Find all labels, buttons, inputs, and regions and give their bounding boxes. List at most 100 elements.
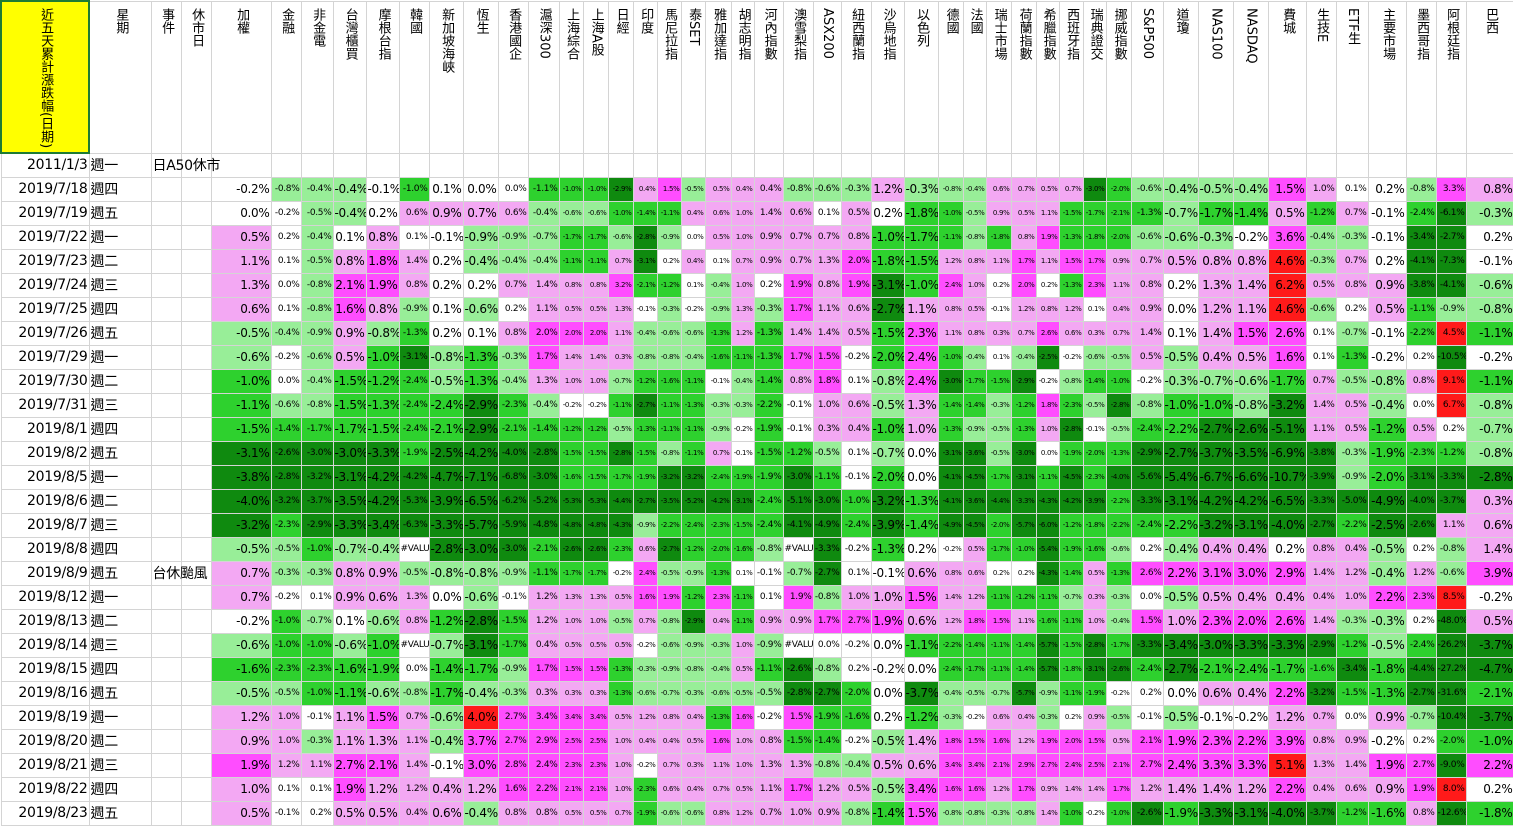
weekday-cell[interactable]: 週五 [88,320,152,346]
value-cell[interactable]: 0.2% [270,224,302,250]
weekday-cell[interactable]: 週四 [88,416,152,442]
value-cell[interactable]: 1.6% [1267,344,1307,370]
value-cell[interactable]: -1.3% [365,392,400,418]
value-cell[interactable]: -0.4% [497,248,529,274]
value-cell[interactable]: -2.0% [870,464,905,490]
value-cell[interactable]: -0.2% [870,656,905,682]
weekday-cell[interactable]: 週三 [88,752,152,778]
value-cell[interactable]: -0.4% [1105,608,1132,634]
value-cell[interactable]: -0.4% [497,368,529,394]
value-cell[interactable]: -2.8% [428,536,464,562]
value-cell[interactable]: 0.5% [607,632,634,658]
value-cell[interactable]: -1.0% [870,416,905,442]
column-header[interactable]: 德國 [937,0,964,154]
value-cell[interactable]: 0.5% [1232,344,1269,370]
value-cell[interactable]: -2.4% [753,488,784,514]
value-cell[interactable]: 0.2% [428,248,464,274]
value-cell[interactable]: -1.3% [1058,272,1084,298]
value-cell[interactable]: -0.3% [985,800,1012,826]
value-cell[interactable]: -0.1% [1082,416,1107,442]
value-cell[interactable]: 1.8% [937,728,964,754]
event-cell[interactable] [180,224,212,250]
value-cell[interactable]: -0.4% [840,752,872,778]
event-cell[interactable] [150,440,182,466]
value-cell[interactable]: 0.2% [1058,704,1084,730]
value-cell[interactable]: -0.3% [656,296,682,322]
value-cell[interactable]: 1.0% [582,608,609,634]
value-cell[interactable] [1010,152,1037,178]
value-cell[interactable]: -4.2% [462,440,499,466]
value-cell[interactable]: -1.7% [582,560,609,586]
value-cell[interactable]: -1.2% [582,416,609,442]
value-cell[interactable]: -3.1% [1405,464,1437,490]
value-cell[interactable]: -0.7% [1465,416,1513,442]
event-cell[interactable] [150,632,182,658]
value-cell[interactable]: 0.1% [1305,320,1337,346]
value-cell[interactable]: 0.7% [210,584,272,610]
value-cell[interactable]: -1.9% [730,464,755,490]
value-cell[interactable]: -4.1% [1435,272,1467,298]
value-cell[interactable]: -0.4% [1162,536,1199,562]
value-cell[interactable]: 1.1% [1035,200,1060,226]
column-header[interactable]: 瑞士市場 [985,0,1012,154]
value-cell[interactable]: 0.2% [985,560,1012,586]
value-cell[interactable]: -1.5% [365,416,400,442]
value-cell[interactable]: -0.6% [1162,224,1199,250]
value-cell[interactable]: 2.5% [582,728,609,754]
value-cell[interactable]: 0.0% [1335,704,1369,730]
value-cell[interactable]: 1.1% [903,296,939,322]
value-cell[interactable]: -1.3% [870,536,905,562]
value-cell[interactable]: -4.2% [365,464,400,490]
value-cell[interactable]: -3.0% [497,536,529,562]
value-cell[interactable]: -1.1% [730,608,755,634]
value-cell[interactable]: 1.4% [1035,800,1060,826]
value-cell[interactable]: 0.7% [497,272,529,298]
value-cell[interactable]: -4.7% [428,464,464,490]
value-cell[interactable] [656,152,682,178]
value-cell[interactable]: -3.7% [1465,704,1513,730]
value-cell[interactable] [1130,152,1164,178]
value-cell[interactable]: -3.3% [1010,488,1037,514]
value-cell[interactable]: 1.0% [1305,176,1337,202]
value-cell[interactable]: -1.5% [903,248,939,274]
value-cell[interactable] [704,152,732,178]
value-cell[interactable]: -1.0% [365,632,400,658]
value-cell[interactable]: 1.3% [558,584,584,610]
value-cell[interactable]: -2.2% [1405,320,1437,346]
weekday-cell[interactable]: 週五 [88,200,152,226]
value-cell[interactable] [840,152,872,178]
column-header[interactable]: 近五天累計漲跌幅(日期) [0,0,90,155]
value-cell[interactable]: 2.0% [840,248,872,274]
value-cell[interactable]: -1.2% [428,608,464,634]
value-cell[interactable]: -1.9% [753,416,784,442]
value-cell[interactable]: 0.4% [680,776,706,802]
value-cell[interactable]: 0.2% [1130,680,1164,706]
event-cell[interactable]: 台休颱風 [150,560,208,586]
value-cell[interactable]: -3.7% [1465,632,1513,658]
value-cell[interactable]: 0.8% [962,248,987,274]
column-header[interactable]: 香港國企 [497,0,529,154]
value-cell[interactable]: -3.9% [1305,464,1337,490]
value-cell[interactable] [1435,152,1467,178]
value-cell[interactable]: -0.8% [937,176,964,202]
value-cell[interactable]: -0.6% [1082,344,1107,370]
value-cell[interactable]: 2.2% [1162,560,1199,586]
value-cell[interactable]: -1.4% [1058,560,1084,586]
column-header[interactable]: 星期 [88,0,152,154]
value-cell[interactable]: -0.4% [1010,344,1037,370]
value-cell[interactable]: 1.3% [753,752,784,778]
value-cell[interactable]: 1.3% [1305,752,1337,778]
value-cell[interactable]: -0.3% [680,680,706,706]
value-cell[interactable]: 1.4% [1465,536,1513,562]
value-cell[interactable]: 1.1% [1105,272,1132,298]
value-cell[interactable]: 0.9% [332,584,367,610]
value-cell[interactable]: -2.8% [462,608,499,634]
value-cell[interactable]: 1.2% [937,608,964,634]
value-cell[interactable]: -4.2% [1058,488,1084,514]
value-cell[interactable]: 0.1% [1162,320,1199,346]
value-cell[interactable]: -0.1% [300,704,334,730]
value-cell[interactable]: -2.4% [398,368,430,394]
value-cell[interactable]: 2.1% [985,752,1012,778]
value-cell[interactable]: -0.6% [812,176,842,202]
value-cell[interactable] [1197,152,1234,178]
